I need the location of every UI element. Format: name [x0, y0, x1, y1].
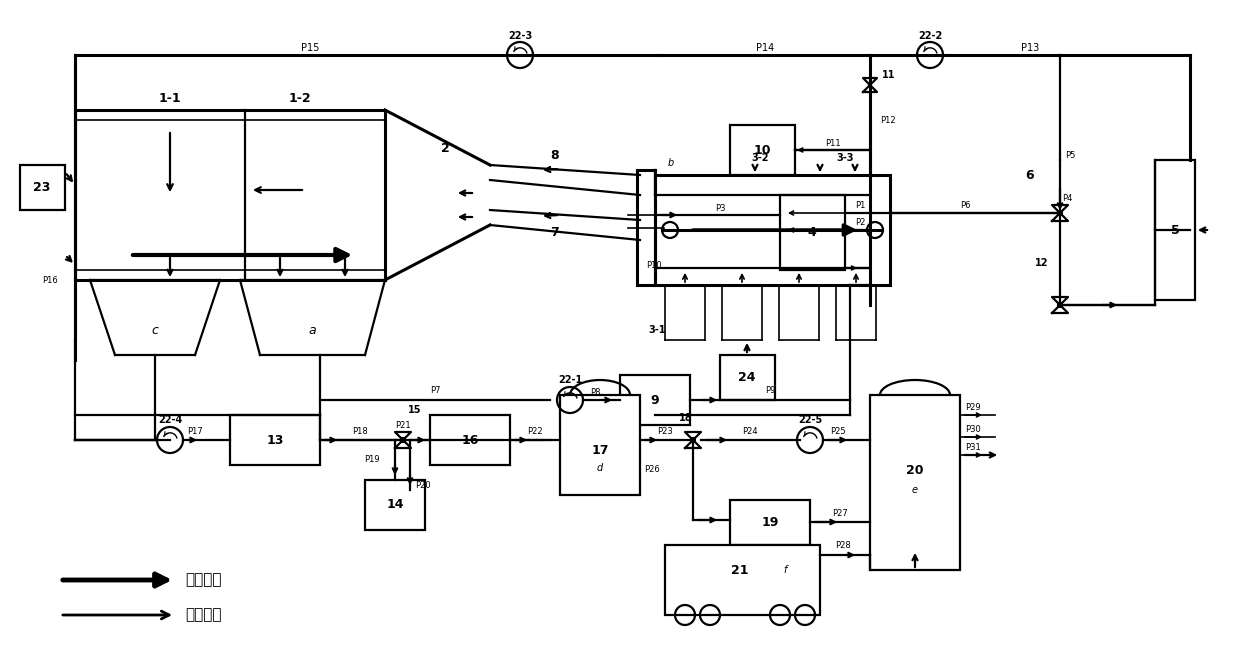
- Text: d: d: [596, 463, 603, 473]
- FancyBboxPatch shape: [870, 395, 960, 570]
- Text: 20: 20: [906, 464, 924, 476]
- Text: 11: 11: [882, 70, 895, 80]
- Text: P16: P16: [42, 275, 58, 285]
- Text: P28: P28: [835, 541, 851, 551]
- Text: P5: P5: [1065, 151, 1075, 159]
- FancyBboxPatch shape: [560, 395, 640, 495]
- Text: P17: P17: [187, 427, 203, 436]
- Text: P27: P27: [832, 509, 848, 519]
- Text: 9: 9: [651, 393, 660, 407]
- Text: 16: 16: [461, 433, 479, 446]
- Text: P31: P31: [965, 442, 981, 452]
- FancyBboxPatch shape: [20, 165, 64, 210]
- Text: 18: 18: [680, 413, 693, 423]
- Text: P8: P8: [590, 387, 600, 397]
- Text: 13: 13: [267, 433, 284, 446]
- FancyBboxPatch shape: [730, 125, 795, 175]
- Text: P24: P24: [743, 427, 758, 436]
- Text: 19: 19: [761, 515, 779, 529]
- Text: 8: 8: [551, 149, 559, 161]
- FancyBboxPatch shape: [1154, 160, 1195, 300]
- Text: 22-5: 22-5: [797, 415, 822, 425]
- Text: P20: P20: [415, 480, 430, 490]
- Text: P6: P6: [960, 200, 970, 210]
- FancyBboxPatch shape: [229, 415, 320, 465]
- FancyBboxPatch shape: [74, 110, 384, 280]
- Text: P13: P13: [1021, 43, 1039, 53]
- Text: 12: 12: [1034, 258, 1048, 268]
- FancyBboxPatch shape: [780, 195, 844, 270]
- Text: 4: 4: [807, 226, 816, 239]
- Text: a: a: [309, 324, 316, 336]
- Text: 2: 2: [440, 141, 449, 155]
- Text: P30: P30: [965, 425, 981, 433]
- Text: c: c: [151, 324, 159, 336]
- Text: 22-1: 22-1: [558, 375, 582, 385]
- Circle shape: [691, 438, 696, 442]
- Text: 3-2: 3-2: [751, 153, 769, 163]
- Text: P26: P26: [645, 466, 660, 474]
- Text: P23: P23: [657, 427, 673, 436]
- Text: 15: 15: [408, 405, 422, 415]
- Text: 7: 7: [551, 226, 559, 239]
- Text: P18: P18: [352, 427, 368, 436]
- Text: P12: P12: [880, 115, 895, 125]
- Text: 24: 24: [738, 371, 755, 383]
- Text: P11: P11: [825, 139, 841, 147]
- Text: 21: 21: [732, 563, 749, 576]
- Text: P4: P4: [1061, 194, 1073, 202]
- Text: P25: P25: [830, 427, 846, 436]
- Text: P3: P3: [714, 204, 725, 212]
- Text: 3-3: 3-3: [836, 153, 854, 163]
- Text: 3-1: 3-1: [649, 325, 666, 335]
- Text: P22: P22: [527, 427, 543, 436]
- Text: P7: P7: [430, 385, 440, 395]
- Text: 气体流向: 气体流向: [185, 608, 222, 622]
- Circle shape: [1058, 210, 1063, 215]
- Text: f: f: [784, 565, 786, 575]
- FancyBboxPatch shape: [430, 415, 510, 465]
- FancyBboxPatch shape: [620, 375, 689, 425]
- Text: 物料流向: 物料流向: [185, 572, 222, 588]
- Text: P9: P9: [765, 385, 775, 395]
- Circle shape: [401, 438, 405, 442]
- Text: P21: P21: [396, 421, 410, 429]
- Text: 1-2: 1-2: [289, 92, 311, 105]
- Text: P1: P1: [856, 200, 866, 210]
- Text: P15: P15: [301, 43, 319, 53]
- FancyBboxPatch shape: [655, 175, 890, 285]
- FancyBboxPatch shape: [720, 355, 775, 400]
- Text: e: e: [911, 485, 918, 495]
- Circle shape: [1058, 303, 1063, 308]
- Text: 10: 10: [753, 143, 771, 157]
- Text: 22-3: 22-3: [508, 31, 532, 41]
- FancyBboxPatch shape: [365, 480, 425, 530]
- FancyBboxPatch shape: [730, 500, 810, 545]
- Text: P10: P10: [646, 261, 662, 269]
- Text: 23: 23: [33, 180, 51, 194]
- Text: P19: P19: [365, 456, 379, 464]
- Text: 22-4: 22-4: [157, 415, 182, 425]
- Text: 14: 14: [386, 498, 404, 511]
- Text: P2: P2: [856, 218, 866, 226]
- Text: 1-1: 1-1: [159, 92, 181, 105]
- Text: P14: P14: [756, 43, 774, 53]
- Text: 6: 6: [1025, 168, 1034, 182]
- Text: b: b: [668, 158, 675, 168]
- Text: 17: 17: [591, 444, 609, 456]
- Text: 5: 5: [1171, 224, 1179, 237]
- Text: P29: P29: [965, 403, 981, 411]
- FancyBboxPatch shape: [665, 545, 820, 615]
- Text: 22-2: 22-2: [918, 31, 942, 41]
